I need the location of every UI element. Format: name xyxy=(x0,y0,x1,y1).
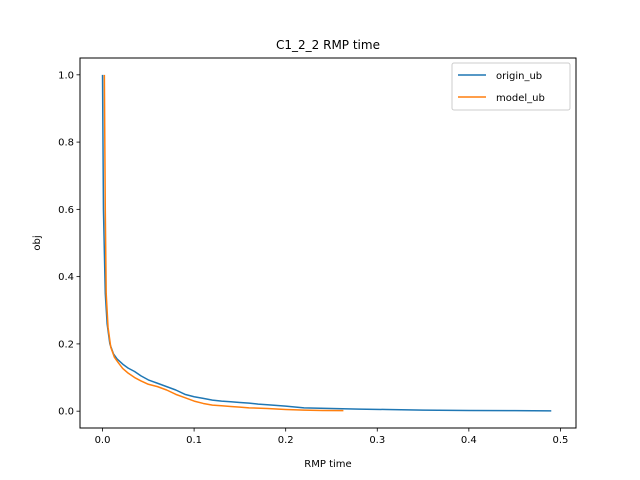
x-tick-label: 0.5 xyxy=(552,435,568,446)
y-axis-ticks: 0.0 0.2 0.4 0.6 0.8 1.0 xyxy=(58,70,80,418)
y-tick-label: 0.4 xyxy=(58,272,74,283)
y-tick-label: 1.0 xyxy=(58,70,74,81)
y-axis-label: obj xyxy=(32,235,43,250)
y-tick-label: 0.8 xyxy=(58,138,74,149)
plot-frame xyxy=(79,57,577,429)
y-tick-label: 0.0 xyxy=(58,407,74,418)
chart-title: C1_2_2 RMP time xyxy=(276,38,380,52)
y-tick-label: 0.2 xyxy=(58,339,74,350)
x-axis-label: RMP time xyxy=(304,459,351,470)
x-tick-label: 0.2 xyxy=(278,435,294,446)
x-axis-ticks: 0.0 0.1 0.2 0.3 0.4 0.5 xyxy=(95,428,568,446)
series-line-model-ub xyxy=(103,74,344,412)
x-tick-label: 0.3 xyxy=(369,435,385,446)
series-lines xyxy=(101,74,552,412)
x-tick-label: 0.0 xyxy=(95,435,111,446)
legend-label-origin-ub: origin_ub xyxy=(496,71,542,82)
series-line-origin-ub xyxy=(101,74,552,412)
x-tick-label: 0.4 xyxy=(461,435,477,446)
legend-label-model-ub: model_ub xyxy=(496,93,545,104)
legend: origin_ub model_ub xyxy=(451,62,571,111)
y-tick-label: 0.6 xyxy=(58,205,74,216)
x-tick-label: 0.1 xyxy=(186,435,202,446)
